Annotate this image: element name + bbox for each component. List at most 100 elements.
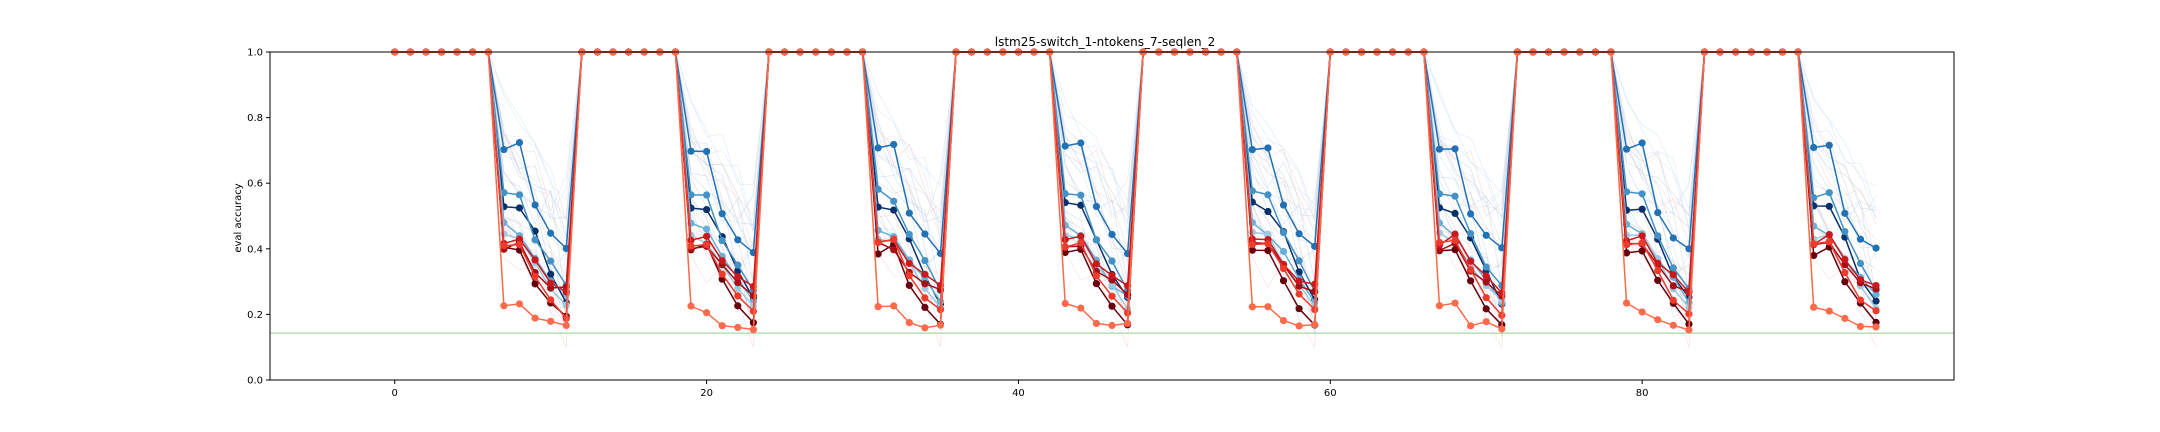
data-point — [1435, 238, 1444, 247]
series-line — [394, 51, 1877, 331]
data-point — [1841, 278, 1849, 286]
data-point — [1872, 244, 1880, 252]
data-point — [1108, 257, 1116, 265]
data-point — [1841, 227, 1849, 236]
data-point — [1108, 230, 1116, 239]
data-point — [1872, 307, 1880, 315]
data-point — [1622, 188, 1631, 196]
data-point — [1108, 321, 1116, 330]
data-point — [1856, 322, 1865, 331]
data-point — [1810, 143, 1818, 152]
data-point — [1264, 246, 1272, 255]
data-point — [1295, 305, 1303, 313]
data-point — [1451, 230, 1459, 238]
data-point — [874, 144, 882, 152]
data-point — [531, 236, 539, 244]
data-point — [1841, 209, 1849, 217]
data-point — [718, 257, 726, 265]
data-point — [1108, 302, 1116, 310]
data-point — [1872, 281, 1880, 290]
data-point — [1451, 299, 1459, 307]
data-point — [515, 240, 524, 249]
data-point — [718, 270, 726, 278]
data-point — [547, 279, 555, 287]
y-tick-label: 0.6 — [247, 179, 263, 190]
data-point — [1295, 282, 1303, 290]
data-point — [1092, 236, 1101, 244]
y-tick-label: 0.4 — [247, 244, 263, 255]
data-point — [734, 272, 742, 281]
data-point — [687, 242, 695, 250]
data-point — [1841, 269, 1849, 277]
data-point — [1077, 201, 1085, 209]
data-point — [1279, 228, 1288, 237]
data-point — [547, 229, 555, 237]
data-point — [1279, 264, 1288, 273]
data-point — [1092, 319, 1101, 328]
data-point — [515, 235, 524, 243]
data-point — [1638, 190, 1646, 198]
data-point — [1435, 246, 1444, 255]
chart-title: lstm25-switch_1-ntokens_7-seqlen_2 — [995, 35, 1215, 49]
data-point — [531, 314, 539, 322]
data-point — [687, 302, 695, 310]
data-point — [1685, 326, 1693, 334]
data-point — [1622, 241, 1631, 249]
data-point — [1248, 246, 1256, 254]
data-point — [1123, 319, 1132, 327]
data-point — [1061, 243, 1069, 251]
data-point — [1669, 296, 1677, 304]
data-point — [749, 326, 757, 334]
x-tick-label: 40 — [1012, 388, 1025, 399]
data-point — [921, 230, 929, 238]
y-axis-label: eval accuracy — [233, 183, 244, 252]
data-point — [718, 322, 726, 330]
data-point — [1872, 297, 1880, 305]
data-point — [874, 303, 882, 311]
data-point — [1092, 202, 1101, 211]
data-point — [1279, 201, 1288, 209]
data-point — [905, 272, 913, 280]
data-point — [1482, 272, 1490, 280]
highlighted-series-group — [391, 48, 1880, 334]
data-point — [1108, 292, 1116, 300]
data-point — [515, 191, 524, 199]
data-point — [1279, 277, 1288, 285]
y-tick-label: 0.2 — [247, 310, 263, 321]
data-point — [1498, 311, 1506, 319]
data-point — [531, 201, 539, 209]
data-point — [1841, 256, 1849, 264]
data-point — [1264, 144, 1272, 152]
data-point — [1061, 142, 1069, 150]
data-point — [921, 270, 929, 278]
data-point — [1451, 209, 1459, 217]
data-point — [1295, 290, 1303, 298]
data-point — [890, 235, 898, 244]
plot-area: 0 20 40 60 80 0.0 0.2 0.4 0.6 0.8 1.0 — [247, 48, 1955, 399]
data-point — [687, 147, 695, 155]
data-point — [1482, 231, 1490, 239]
data-point — [1077, 232, 1085, 240]
data-point — [890, 206, 898, 214]
data-point — [734, 278, 742, 287]
data-point — [1482, 305, 1490, 313]
data-point — [1311, 320, 1319, 329]
data-point — [1451, 145, 1459, 153]
data-point — [1092, 260, 1101, 268]
data-point — [1248, 303, 1256, 311]
data-point — [1467, 277, 1475, 285]
data-point — [547, 296, 555, 304]
data-point — [1248, 187, 1256, 195]
data-point — [547, 270, 555, 278]
data-point — [1467, 230, 1475, 238]
data-point — [1685, 310, 1693, 318]
data-point — [734, 261, 742, 269]
data-point — [734, 323, 742, 332]
axes-frame — [269, 51, 1955, 381]
data-point — [905, 319, 913, 327]
data-point — [1482, 263, 1490, 271]
data-point — [1669, 271, 1677, 279]
data-point — [1669, 282, 1677, 290]
data-point — [1654, 259, 1662, 267]
